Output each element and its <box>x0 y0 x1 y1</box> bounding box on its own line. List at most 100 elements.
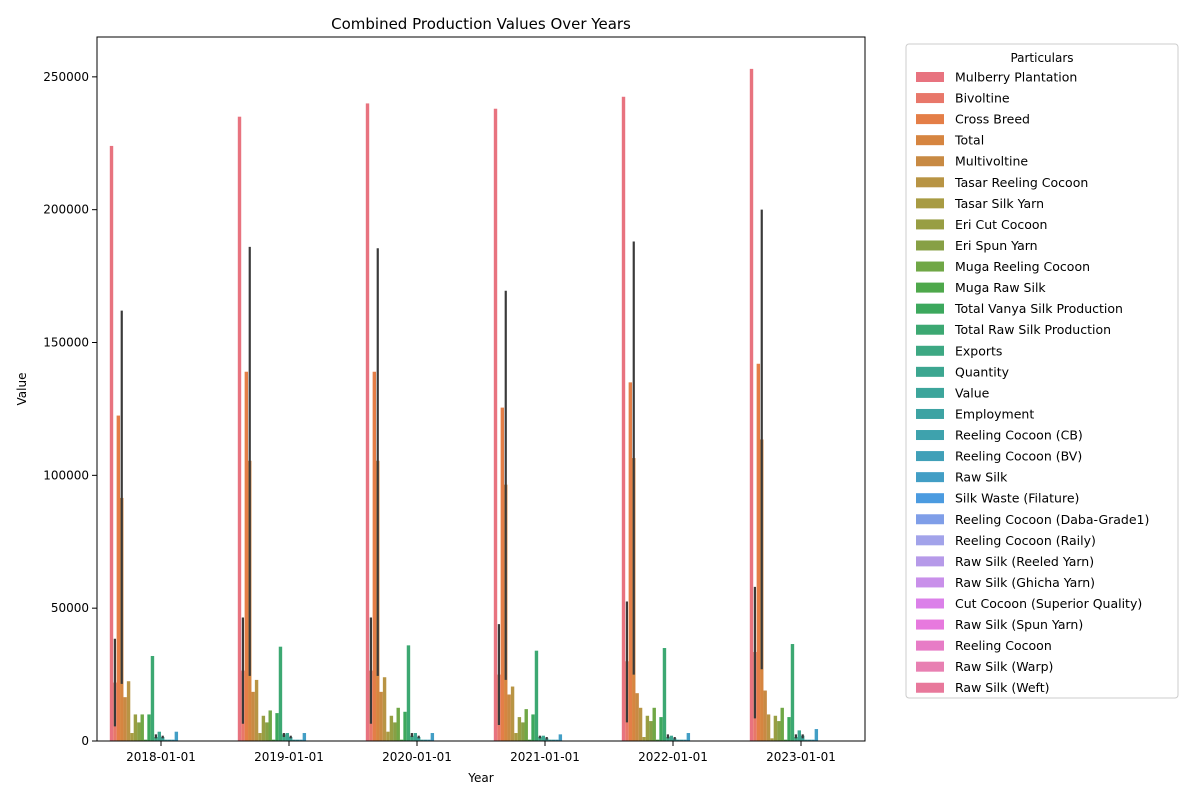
legend-swatch <box>916 472 944 483</box>
bar <box>510 686 515 741</box>
bar <box>811 739 815 741</box>
x-tick-label: 2023-01-01 <box>766 750 836 764</box>
legend-label: Eri Spun Yarn <box>955 238 1038 253</box>
legend-label: Eri Cut Cocoon <box>955 217 1047 232</box>
bar <box>292 739 296 741</box>
legend-label: Value <box>955 385 990 400</box>
bar <box>295 739 300 741</box>
bars-layer <box>109 68 819 742</box>
bar <box>514 733 518 741</box>
bar <box>797 730 801 741</box>
legend-swatch <box>916 619 944 630</box>
legend-label: Quantity <box>955 364 1010 379</box>
bar <box>638 707 643 741</box>
bar <box>493 108 498 742</box>
bar <box>766 714 771 741</box>
bar <box>302 733 307 741</box>
y-tick-label: 100000 <box>43 468 89 482</box>
bar <box>621 96 626 741</box>
legend-label: Cross Breed <box>955 112 1030 127</box>
x-axis-label: Year <box>467 771 493 785</box>
bar <box>254 679 259 741</box>
bar <box>427 739 431 741</box>
bar <box>379 691 383 741</box>
legend-label: Raw Silk (Weft) <box>955 680 1050 695</box>
bar <box>393 722 397 741</box>
legend-label: Raw Silk (Warp) <box>955 659 1053 674</box>
bar <box>659 717 663 741</box>
legend-swatch <box>916 556 944 567</box>
bar <box>649 721 653 741</box>
bar <box>635 693 639 741</box>
legend-label: Reeling Cocoon <box>955 638 1052 653</box>
bar <box>507 694 511 741</box>
bar <box>527 739 532 741</box>
bar <box>517 717 522 741</box>
bar <box>756 363 761 741</box>
bar <box>116 415 121 741</box>
legend-swatch <box>916 198 944 209</box>
bar <box>780 707 784 741</box>
bar <box>237 116 242 741</box>
legend-label: Raw Silk (Reeled Yarn) <box>955 554 1094 569</box>
bar <box>787 717 791 741</box>
legend-swatch <box>916 535 944 546</box>
legend-swatch <box>916 219 944 230</box>
bar <box>403 711 407 741</box>
bar <box>417 737 421 741</box>
legend-label: Total Raw Silk Production <box>954 322 1111 337</box>
bar <box>265 722 269 741</box>
bar <box>555 739 559 741</box>
legend-label: Raw Silk (Spun Yarn) <box>955 617 1083 632</box>
bar <box>382 677 387 741</box>
bar <box>749 68 754 741</box>
legend-label: Tasar Silk Yarn <box>954 196 1044 211</box>
error-bars-layer <box>113 209 804 740</box>
legend-swatch <box>916 93 944 104</box>
bar <box>652 707 656 741</box>
legend-title: Particulars <box>1010 51 1073 65</box>
legend-label: Reeling Cocoon (Raily) <box>955 533 1096 548</box>
legend-label: Reeling Cocoon (BV) <box>955 449 1082 464</box>
bar <box>137 722 141 741</box>
bar <box>666 737 670 741</box>
legend-label: Tasar Reeling Cocoon <box>954 175 1088 190</box>
bar <box>558 734 563 741</box>
bar <box>521 722 525 741</box>
x-tick-label: 2021-01-01 <box>510 750 580 764</box>
bar <box>147 714 151 741</box>
bar <box>109 145 114 742</box>
bar <box>773 715 778 741</box>
legend-swatch <box>916 282 944 293</box>
bar <box>430 733 435 741</box>
y-tick-label: 250000 <box>43 70 89 84</box>
x-tick-label: 2020-01-01 <box>382 750 452 764</box>
bar <box>804 739 808 741</box>
legend-label: Mulberry Plantation <box>955 70 1077 85</box>
bar <box>531 714 535 741</box>
bar <box>777 721 781 741</box>
bar <box>133 714 138 741</box>
bar <box>790 644 795 741</box>
legend-swatch <box>916 72 944 82</box>
legend-swatch <box>916 514 944 525</box>
bar <box>167 739 172 741</box>
x-tick-label: 2019-01-01 <box>254 750 324 764</box>
legend-label: Reeling Cocoon (Daba-Grade1) <box>955 512 1149 527</box>
bar <box>130 733 134 741</box>
bar <box>683 739 687 741</box>
legend-swatch <box>916 598 944 609</box>
bar <box>669 735 673 741</box>
legend-label: Total <box>954 133 984 148</box>
bar <box>123 697 127 741</box>
bar <box>645 715 650 741</box>
legend-swatch <box>916 240 944 251</box>
bar <box>126 681 131 741</box>
legend-label: Silk Waste (Filature) <box>955 491 1079 506</box>
bar <box>541 735 545 741</box>
y-tick-label: 150000 <box>43 336 89 350</box>
legend-swatch <box>916 387 944 398</box>
bar <box>399 739 404 741</box>
bar <box>783 739 788 741</box>
bar <box>154 737 158 741</box>
